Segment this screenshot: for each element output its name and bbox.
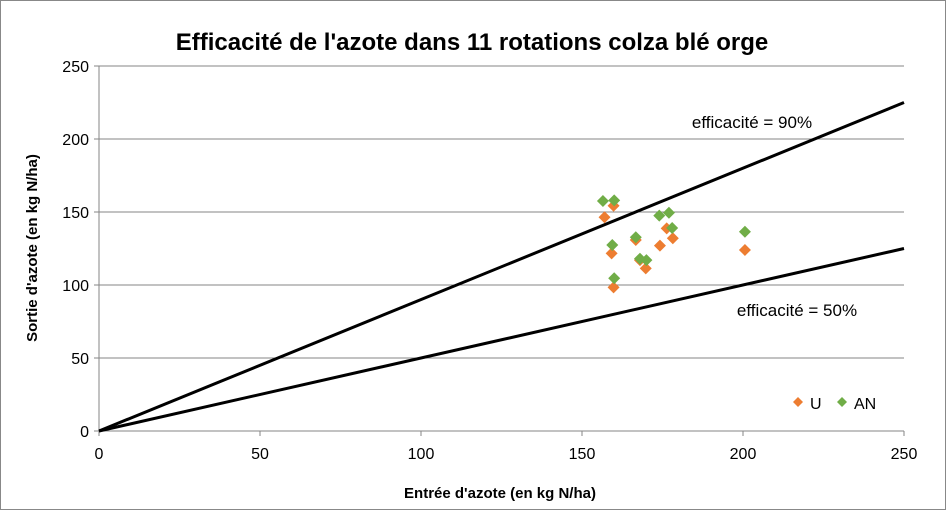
reference-line-label: efficacité = 90% xyxy=(692,113,812,132)
legend-marker-an xyxy=(837,397,847,407)
x-axis-label: Entrée d'azote (en kg N/ha) xyxy=(404,485,596,502)
data-point-an xyxy=(653,209,666,222)
y-tick-label: 100 xyxy=(62,278,89,295)
data-point-u xyxy=(639,262,652,275)
data-point-an xyxy=(662,206,675,219)
x-tick-label: 150 xyxy=(569,446,596,463)
data-point-u xyxy=(605,247,618,260)
data-point-u xyxy=(738,243,751,256)
y-axis-label: Sortie d'azote (en kg N/ha) xyxy=(24,154,41,342)
y-tick-label: 250 xyxy=(62,59,89,76)
legend-label-u: U xyxy=(810,396,822,413)
data-point-an xyxy=(738,225,751,238)
y-tick-label: 0 xyxy=(80,424,89,441)
data-point-an xyxy=(666,222,679,235)
reference-line xyxy=(98,247,905,433)
y-tick-label: 150 xyxy=(62,205,89,222)
reference-line xyxy=(98,101,905,433)
x-tick-label: 200 xyxy=(730,446,757,463)
data-point-u xyxy=(607,281,620,294)
reference-line-label: efficacité = 50% xyxy=(737,301,857,320)
y-tick-label: 200 xyxy=(62,132,89,149)
data-point-u xyxy=(598,211,611,224)
x-tick-label: 50 xyxy=(251,446,269,463)
data-point-u xyxy=(666,232,679,245)
legend-marker-u xyxy=(793,397,803,407)
data-point-an xyxy=(608,194,621,207)
x-tick-label: 250 xyxy=(891,446,918,463)
data-point-an xyxy=(606,238,619,251)
data-point-an xyxy=(640,254,653,267)
data-point-u xyxy=(653,239,666,252)
chart-title: Efficacité de l'azote dans 11 rotations … xyxy=(176,29,769,56)
data-point-an xyxy=(629,231,642,244)
data-point-an xyxy=(608,272,621,285)
legend-label-an: AN xyxy=(854,396,876,413)
x-tick-label: 0 xyxy=(95,446,104,463)
data-point-an xyxy=(596,195,609,208)
x-tick-label: 100 xyxy=(408,446,435,463)
y-tick-label: 50 xyxy=(71,351,89,368)
